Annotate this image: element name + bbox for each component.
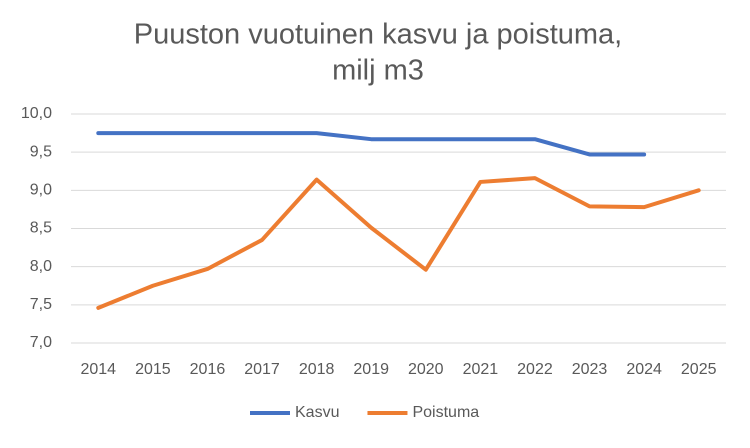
x-tick-label: 2022: [517, 361, 553, 378]
x-tick-label: 2020: [408, 361, 444, 378]
chart-title: milj m3: [332, 55, 424, 87]
y-tick-label: 10,0: [21, 105, 52, 122]
x-tick-label: 2024: [626, 361, 662, 378]
legend-label: Poistuma: [412, 404, 479, 421]
x-tick-label: 2016: [190, 361, 226, 378]
x-tick-label: 2015: [135, 361, 171, 378]
legend-label: Kasvu: [295, 404, 339, 421]
y-tick-label: 8,0: [30, 258, 52, 275]
y-tick-label: 8,5: [30, 220, 52, 237]
y-tick-label: 9,5: [30, 143, 52, 160]
line-series: [96, 131, 647, 157]
x-tick-label: 2025: [681, 361, 717, 378]
y-tick-label: 7,5: [30, 296, 52, 313]
y-tick-label: 9,0: [30, 182, 52, 199]
x-tick-label: 2018: [299, 361, 335, 378]
y-tick-label: 7,0: [30, 334, 52, 351]
x-tick-label: 2017: [244, 361, 280, 378]
chart-title: Puuston vuotuinen kasvu ja poistuma,: [134, 19, 622, 51]
x-tick-label: 2021: [463, 361, 499, 378]
x-tick-label: 2019: [353, 361, 389, 378]
line-series: [96, 176, 701, 310]
x-tick-label: 2023: [572, 361, 608, 378]
x-tick-label: 2014: [80, 361, 116, 378]
